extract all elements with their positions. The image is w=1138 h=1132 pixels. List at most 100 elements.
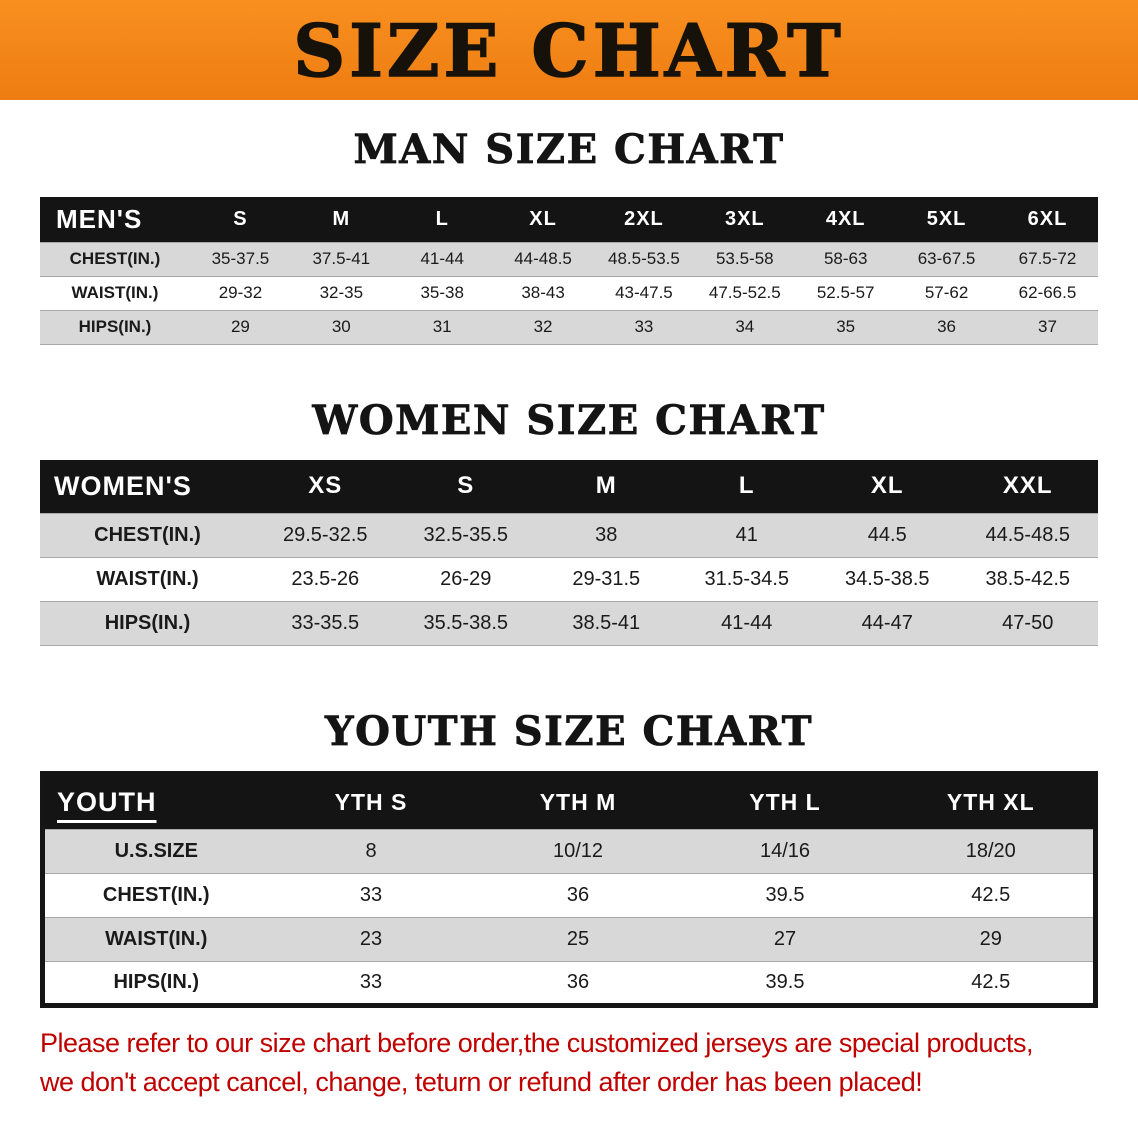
value-cell: 32-35 bbox=[319, 283, 364, 302]
value-cell: 41-44 bbox=[420, 249, 464, 268]
value-cell: 33 bbox=[359, 971, 383, 993]
size-header-cell: L bbox=[391, 197, 493, 242]
value-cell: 67.5-72 bbox=[1018, 249, 1077, 268]
value-cell: 42.5 bbox=[971, 971, 1011, 993]
row-label-cell: HIPS(IN.) bbox=[104, 612, 191, 634]
value-cell: 42.5 bbox=[971, 884, 1011, 906]
value-cell: 25 bbox=[566, 928, 590, 950]
size-header-cell: YTH S bbox=[267, 773, 475, 830]
value-cell: 35 bbox=[836, 317, 856, 336]
youth-size-table: YOUTH YTH S YTH M YTH L YTH XL U.S.SIZE 8 10/12… bbox=[40, 771, 1098, 1008]
row-label-cell: CHEST(IN.) bbox=[94, 524, 201, 546]
size-header-cell: M bbox=[536, 459, 677, 514]
header-row: MEN'S S M L XL 2XL 3XL 4XL 5XL 6XL bbox=[40, 197, 1098, 242]
value-cell: 29 bbox=[979, 928, 1002, 950]
value-cell: 36 bbox=[937, 317, 957, 336]
value-cell: 36 bbox=[566, 884, 590, 906]
value-cell: 39.5 bbox=[765, 884, 805, 906]
value-cell: 31.5-34.5 bbox=[704, 568, 789, 590]
value-cell: 43-47.5 bbox=[615, 283, 673, 302]
size-header-cell: 5XL bbox=[896, 197, 997, 242]
banner: SIZE CHART bbox=[0, 0, 1138, 100]
table-title-cell: YOUTH bbox=[42, 773, 268, 830]
value-cell: 44.5 bbox=[867, 524, 907, 546]
value-cell: 23 bbox=[359, 928, 383, 950]
youth-chart-heading: YOUTH SIZE CHART bbox=[325, 708, 813, 756]
value-cell: 14/16 bbox=[759, 840, 811, 862]
size-header-cell: XL bbox=[492, 197, 594, 242]
size-header-cell: YTH XL bbox=[888, 773, 1096, 830]
value-cell: 58-63 bbox=[823, 249, 868, 268]
row-label-cell: CHEST(IN.) bbox=[102, 884, 210, 906]
women-size-table: WOMEN'S XS S M L XL XXL CHEST(IN.) 29.5-32.5 32.5… bbox=[40, 459, 1098, 647]
value-cell: 37 bbox=[1038, 317, 1057, 336]
row-label-cell: U.S.SIZE bbox=[114, 840, 198, 862]
value-cell: 29.5-32.5 bbox=[282, 524, 368, 546]
value-cell: 27 bbox=[773, 928, 797, 950]
value-cell: 63-67.5 bbox=[917, 249, 976, 268]
row-label-cell: WAIST(IN.) bbox=[105, 928, 208, 950]
table-row: HIPS(IN.) 33 36 39.5 42.5 bbox=[42, 961, 1096, 1006]
value-cell: 62-66.5 bbox=[1018, 283, 1077, 302]
table-row: CHEST(IN.) 29.5-32.5 32.5-35.5 38 41 44.5 44.5… bbox=[40, 513, 1098, 558]
size-header-cell: XS bbox=[255, 459, 396, 514]
value-cell: 29-31.5 bbox=[572, 568, 641, 590]
value-cell: 33-35.5 bbox=[291, 612, 360, 634]
disclaimer-line-1: Please refer to our size chart before or… bbox=[40, 1028, 1034, 1058]
size-header-cell: YTH L bbox=[681, 773, 889, 830]
banner-title: SIZE CHART bbox=[292, 7, 845, 94]
value-cell: 44.5-48.5 bbox=[985, 524, 1070, 546]
value-cell: 36 bbox=[566, 971, 590, 993]
size-header-cell: 6XL bbox=[997, 197, 1098, 242]
size-header-cell: XL bbox=[817, 459, 958, 514]
table-row: U.S.SIZE 8 10/12 14/16 18/20 bbox=[42, 829, 1096, 874]
size-header-cell: YTH M bbox=[474, 773, 682, 830]
table-row: WAIST(IN.) 23 25 27 29 bbox=[42, 917, 1096, 962]
value-cell: 39.5 bbox=[765, 971, 805, 993]
value-cell: 18/20 bbox=[965, 840, 1016, 862]
table-title-cell: MEN'S bbox=[40, 197, 190, 242]
size-header-cell: S bbox=[395, 459, 536, 514]
men-chart-heading: MAN SIZE CHART bbox=[353, 126, 785, 174]
row-label-cell: CHEST(IN.) bbox=[69, 249, 161, 268]
table-row: HIPS(IN.) 29 30 31 32 33 34 35 36 37 bbox=[40, 310, 1098, 344]
header-row: WOMEN'S XS S M L XL XXL bbox=[40, 459, 1098, 514]
size-header-cell: S bbox=[190, 197, 291, 242]
row-label-cell: HIPS(IN.) bbox=[78, 317, 152, 336]
value-cell: 41 bbox=[735, 524, 758, 546]
value-cell: 33 bbox=[634, 317, 654, 336]
disclaimer-note: Please refer to our size chart before or… bbox=[40, 1024, 1108, 1102]
size-header-cell: L bbox=[676, 459, 817, 514]
value-cell: 26-29 bbox=[440, 568, 492, 590]
value-cell: 34.5-38.5 bbox=[844, 568, 930, 590]
size-header-cell: XXL bbox=[957, 459, 1098, 514]
value-cell: 8 bbox=[365, 840, 377, 862]
table-row: CHEST(IN.) 35-37.5 37.5-41 41-44 44-48.5 48.5… bbox=[40, 242, 1098, 276]
table-row: WAIST(IN.) 23.5-26 26-29 29-31.5 31.5-34.5 34… bbox=[40, 557, 1098, 602]
value-cell: 38.5-41 bbox=[572, 612, 641, 634]
value-cell: 31 bbox=[432, 317, 452, 336]
value-cell: 33 bbox=[359, 884, 383, 906]
value-cell: 37.5-41 bbox=[312, 249, 371, 268]
size-header-cell: 3XL bbox=[694, 197, 796, 242]
value-cell: 23.5-26 bbox=[291, 568, 360, 590]
value-cell: 30 bbox=[331, 317, 351, 336]
row-label-cell: WAIST(IN.) bbox=[71, 283, 159, 302]
value-cell: 35-37.5 bbox=[211, 249, 270, 268]
value-cell: 44-47 bbox=[861, 612, 913, 634]
value-cell: 52.5-57 bbox=[816, 283, 875, 302]
row-label-cell: HIPS(IN.) bbox=[113, 971, 200, 993]
value-cell: 32 bbox=[533, 317, 553, 336]
table-row: WAIST(IN.) 29-32 32-35 35-38 38-43 43-47.5 47.… bbox=[40, 276, 1098, 310]
value-cell: 35.5-38.5 bbox=[423, 612, 508, 634]
value-cell: 35-38 bbox=[420, 283, 464, 302]
value-cell: 47-50 bbox=[1002, 612, 1054, 634]
value-cell: 38 bbox=[595, 524, 618, 546]
size-header-cell: M bbox=[290, 197, 392, 242]
value-cell: 41-44 bbox=[721, 612, 773, 634]
value-cell: 38-43 bbox=[521, 283, 565, 302]
size-header-cell: 2XL bbox=[593, 197, 695, 242]
table-title-cell: WOMEN'S bbox=[40, 459, 255, 514]
table-row: HIPS(IN.) 33-35.5 35.5-38.5 38.5-41 41-44 44-… bbox=[40, 601, 1098, 646]
row-label-cell: WAIST(IN.) bbox=[96, 568, 199, 590]
